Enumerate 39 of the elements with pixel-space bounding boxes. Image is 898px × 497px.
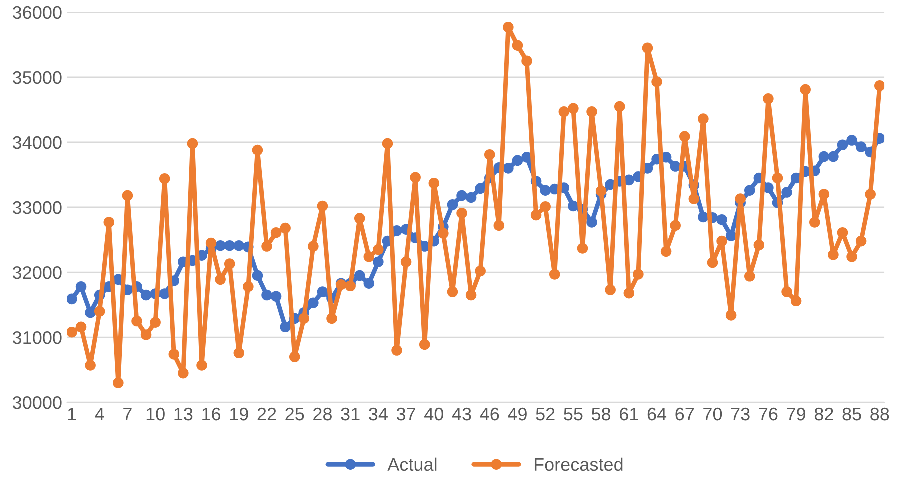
x-tick-label: 67 bbox=[676, 408, 694, 421]
y-tick-label: 34000 bbox=[12, 136, 62, 150]
y-tick-label: 36000 bbox=[12, 6, 62, 20]
x-tick-label: 73 bbox=[731, 408, 750, 421]
x-tick-label: 19 bbox=[230, 408, 248, 421]
x-tick-label: 1 bbox=[68, 408, 76, 421]
x-tick-label: 79 bbox=[787, 408, 806, 421]
x-tick-label: 7 bbox=[124, 408, 132, 421]
x-tick-label: 40 bbox=[424, 408, 444, 421]
x-tick-label: 58 bbox=[592, 408, 611, 421]
legend-label: Actual bbox=[388, 458, 437, 472]
y-tick-label: 31000 bbox=[12, 331, 62, 344]
x-tick-label: 49 bbox=[508, 408, 527, 421]
x-tick-label: 37 bbox=[396, 408, 416, 421]
x-tick-label: 61 bbox=[620, 408, 638, 421]
x-tick-label: 85 bbox=[842, 408, 862, 421]
x-tick-label: 43 bbox=[452, 408, 472, 421]
y-tick-label: 30000 bbox=[12, 396, 62, 410]
x-tick-label: 28 bbox=[314, 408, 332, 421]
x-tick-label: 22 bbox=[258, 408, 276, 421]
x-tick-label: 4 bbox=[95, 408, 104, 421]
x-tick-label: 10 bbox=[146, 408, 165, 421]
x-tick-label: 64 bbox=[648, 408, 667, 421]
x-tick-label: 46 bbox=[480, 408, 500, 421]
x-tick-label: 31 bbox=[341, 408, 360, 421]
x-tick-label: 52 bbox=[536, 408, 555, 421]
x-tick-label: 34 bbox=[369, 408, 388, 421]
x-tick-label: 55 bbox=[564, 408, 583, 421]
y-tick-label: 33000 bbox=[12, 201, 62, 214]
y-tick-label: 35000 bbox=[12, 71, 62, 84]
x-tick-label: 13 bbox=[174, 408, 193, 421]
x-tick-label: 76 bbox=[759, 408, 778, 421]
legend-label: Forecasted bbox=[534, 458, 623, 472]
x-tick-label: 70 bbox=[704, 408, 722, 421]
x-tick-label: 82 bbox=[814, 408, 834, 421]
y-tick-label: 32000 bbox=[12, 266, 62, 280]
x-tick-label: 25 bbox=[286, 408, 304, 421]
x-tick-label: 88 bbox=[870, 408, 890, 421]
x-tick-label: 16 bbox=[202, 408, 221, 421]
